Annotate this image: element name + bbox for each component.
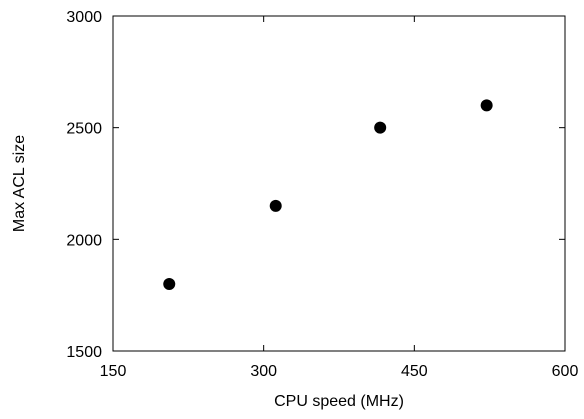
y-tick-label: 2500: [66, 121, 102, 138]
plot-frame: [112, 15, 566, 352]
x-tick-label: 450: [401, 363, 428, 380]
data-point: [163, 278, 176, 290]
data-point: [480, 99, 493, 112]
x-tick-label: 150: [100, 363, 127, 380]
x-tick-label: 300: [250, 363, 277, 380]
y-tick-label: 3000: [66, 9, 102, 26]
y-axis-label: Max ACL size: [11, 135, 28, 232]
axis-ticks: 150 300 450 600 1500 2000 2500 3000: [66, 9, 578, 380]
x-tick-label: 600: [552, 363, 579, 380]
data-point: [269, 199, 282, 212]
y-tick-label: 1500: [66, 344, 102, 361]
x-axis-label: CPU speed (MHz): [274, 393, 404, 410]
y-tick-label: 2000: [66, 232, 102, 249]
data-points: [163, 99, 493, 290]
data-point: [374, 121, 387, 134]
